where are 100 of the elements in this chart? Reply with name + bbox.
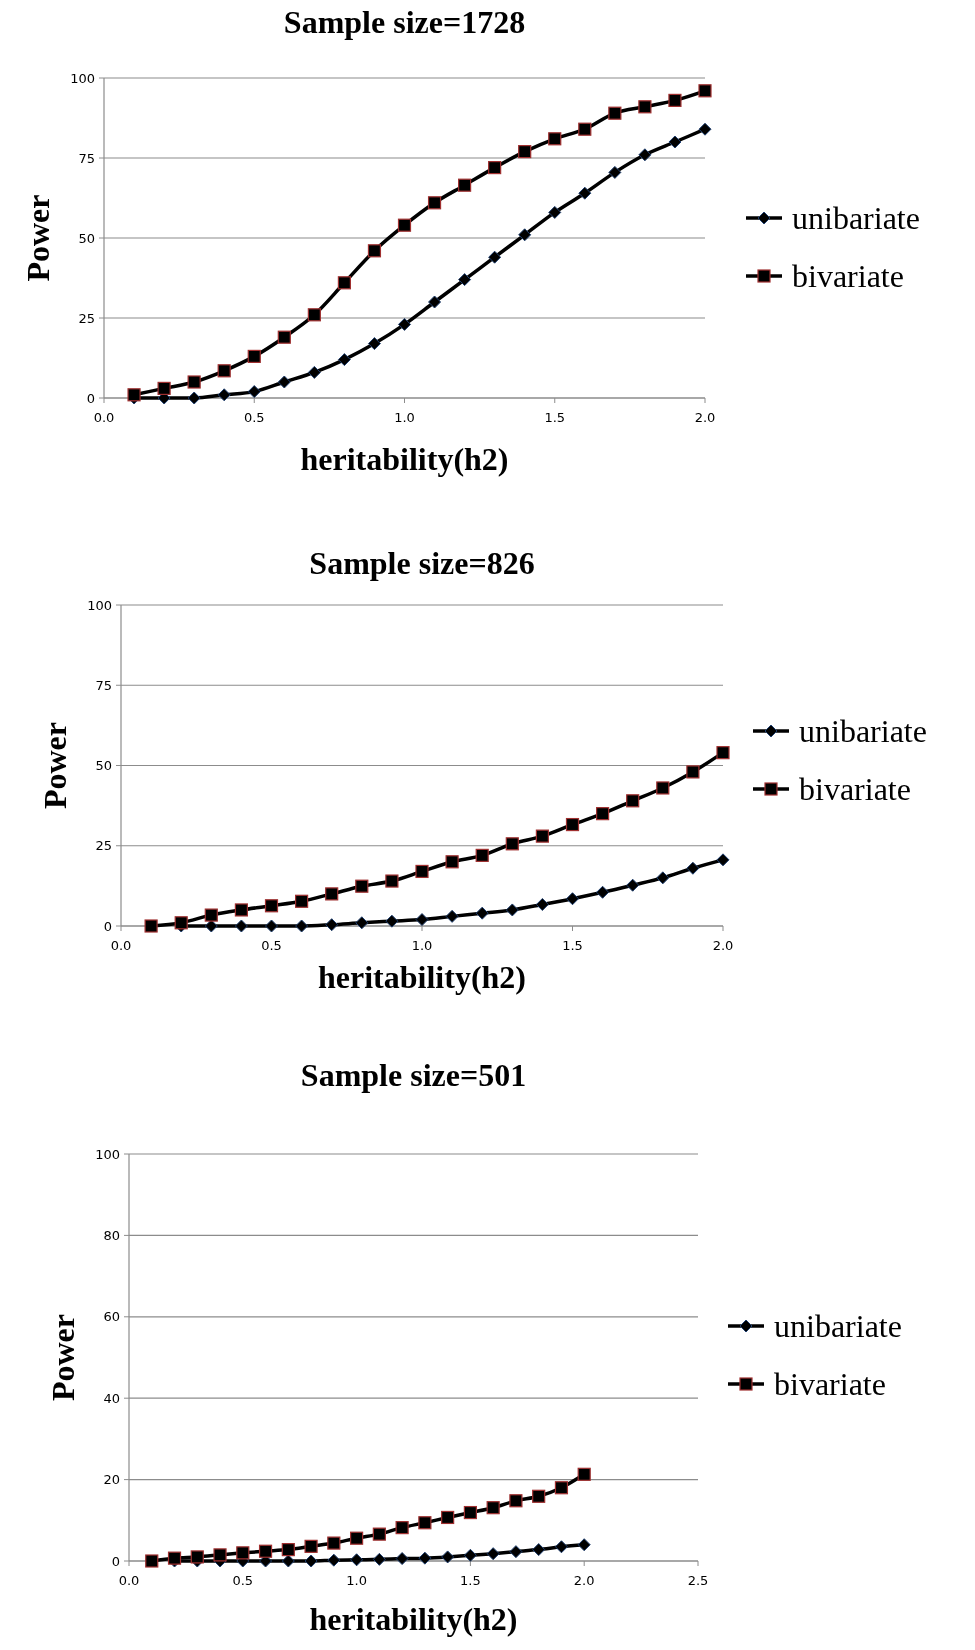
point bbox=[327, 1536, 341, 1550]
point bbox=[234, 919, 248, 933]
point bbox=[385, 914, 399, 928]
y-tick-label: 75 bbox=[95, 677, 112, 693]
x-tick-label: 2.0 bbox=[712, 938, 734, 953]
point bbox=[626, 878, 640, 892]
x-tick-label: 2.0 bbox=[573, 1573, 595, 1588]
point bbox=[350, 1531, 364, 1545]
x-tick-label: 2.5 bbox=[687, 1573, 709, 1588]
y-tick-label: 25 bbox=[95, 838, 112, 854]
point bbox=[281, 1543, 295, 1557]
point bbox=[509, 1494, 523, 1508]
point bbox=[458, 178, 472, 192]
y-tick-label: 100 bbox=[95, 1146, 120, 1162]
point bbox=[548, 132, 562, 146]
point bbox=[418, 1516, 432, 1530]
point bbox=[463, 1505, 477, 1520]
point bbox=[554, 1540, 568, 1554]
point bbox=[458, 273, 472, 287]
x-tick-label: 0.5 bbox=[261, 938, 282, 953]
point bbox=[204, 908, 218, 922]
point bbox=[247, 349, 261, 363]
point bbox=[187, 375, 201, 389]
point bbox=[304, 1539, 318, 1553]
point bbox=[532, 1489, 546, 1503]
chart-title: Sample size=501 bbox=[300, 1057, 527, 1093]
y-tick-label: 0 bbox=[86, 390, 95, 406]
point bbox=[505, 903, 519, 917]
y-tick-label: 75 bbox=[78, 150, 95, 166]
point bbox=[626, 794, 640, 808]
point bbox=[295, 894, 309, 908]
point bbox=[445, 909, 459, 923]
point bbox=[325, 918, 339, 932]
point bbox=[698, 84, 712, 98]
point bbox=[258, 1544, 273, 1558]
y-tick-label: 0 bbox=[111, 1553, 120, 1569]
x-tick-label: 0.0 bbox=[118, 1573, 140, 1588]
point bbox=[577, 1467, 591, 1481]
x-tick-label: 0.0 bbox=[110, 938, 132, 953]
y-tick-label: 100 bbox=[87, 597, 112, 613]
point bbox=[638, 148, 652, 162]
y-tick-label: 60 bbox=[103, 1309, 120, 1325]
point bbox=[716, 853, 730, 867]
legend-label: unibariate bbox=[774, 1308, 902, 1345]
y-tick-label: 50 bbox=[78, 230, 95, 246]
legend-label: bivariate bbox=[774, 1366, 886, 1403]
point bbox=[217, 364, 231, 378]
legend-label: bivariate bbox=[792, 258, 904, 295]
point bbox=[535, 897, 549, 911]
point bbox=[686, 765, 700, 779]
point bbox=[486, 1501, 500, 1515]
point bbox=[327, 1553, 341, 1567]
point bbox=[686, 861, 700, 875]
point bbox=[554, 1481, 569, 1495]
point bbox=[427, 196, 442, 210]
y-tick-label: 50 bbox=[95, 758, 112, 774]
point bbox=[532, 1543, 546, 1557]
point bbox=[247, 385, 261, 399]
point bbox=[577, 1538, 591, 1552]
point bbox=[578, 122, 592, 136]
point bbox=[475, 906, 489, 920]
point bbox=[475, 848, 489, 862]
point bbox=[277, 330, 291, 344]
point bbox=[638, 100, 652, 114]
y-tick-label: 40 bbox=[103, 1390, 120, 1406]
point bbox=[355, 879, 369, 893]
x-tick-label: 1.0 bbox=[411, 938, 433, 953]
point bbox=[668, 93, 682, 107]
point bbox=[325, 887, 339, 901]
x-tick-label: 1.0 bbox=[346, 1573, 367, 1588]
x-tick-label: 1.5 bbox=[460, 1573, 481, 1588]
legend-label: bivariate bbox=[799, 771, 911, 808]
point bbox=[307, 308, 321, 322]
x-axis-title: heritability(h2) bbox=[309, 1601, 518, 1637]
point bbox=[190, 1550, 204, 1564]
point bbox=[488, 250, 502, 264]
chart-title: Sample size=1728 bbox=[283, 4, 526, 40]
point bbox=[385, 874, 399, 888]
x-tick-label: 2.0 bbox=[694, 410, 716, 425]
point bbox=[277, 375, 291, 389]
point bbox=[578, 186, 592, 200]
point bbox=[535, 829, 549, 843]
point bbox=[441, 1510, 455, 1525]
point bbox=[505, 837, 519, 851]
point bbox=[488, 161, 502, 175]
point bbox=[608, 106, 622, 120]
point bbox=[295, 919, 309, 933]
point bbox=[213, 1548, 227, 1562]
point bbox=[217, 388, 231, 402]
point bbox=[145, 1554, 159, 1568]
y-axis-title: Power bbox=[37, 721, 73, 810]
point bbox=[355, 916, 369, 930]
point bbox=[596, 885, 610, 899]
legend-label: unibariate bbox=[792, 200, 920, 237]
point bbox=[428, 295, 442, 309]
y-tick-label: 25 bbox=[78, 310, 95, 326]
point bbox=[441, 1550, 455, 1564]
chart-title: Sample size=826 bbox=[309, 545, 535, 581]
legend-label: unibariate bbox=[799, 713, 927, 750]
point bbox=[445, 855, 459, 869]
